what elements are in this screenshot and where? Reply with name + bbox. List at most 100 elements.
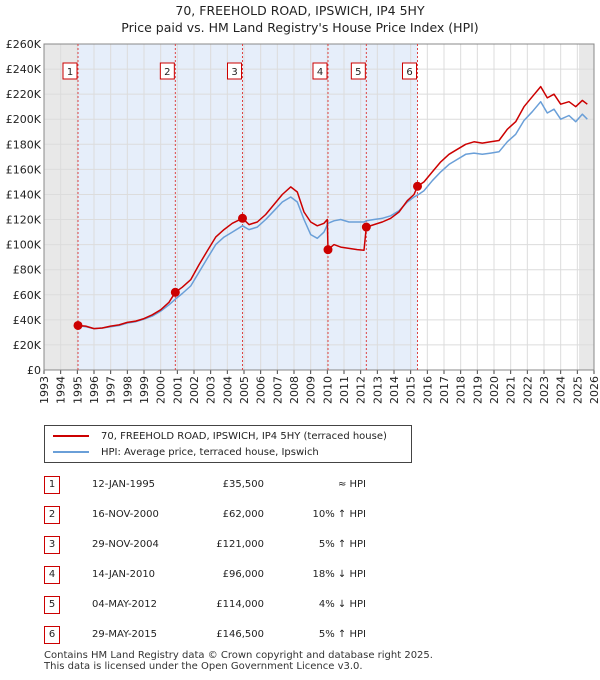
- x-tick-label: 1997: [105, 376, 118, 404]
- x-tick-label: 2008: [288, 376, 301, 404]
- sale-hpi-comparison: ≈ HPI: [337, 479, 366, 490]
- sale-number-box: [227, 62, 242, 80]
- y-tick-label: £260K: [6, 38, 42, 51]
- sale-price: £114,000: [216, 599, 264, 610]
- sale-price: £121,000: [216, 539, 264, 550]
- hatched-region: [579, 44, 594, 370]
- x-tick-label: 1996: [88, 376, 101, 404]
- sale-number-badge: 5: [44, 596, 60, 614]
- y-tick-label: £120K: [6, 214, 42, 227]
- legend-item-property: 70, FREEHOLD ROAD, IPSWICH, IP4 5HY (ter…: [53, 429, 387, 443]
- y-tick-label: £160K: [6, 163, 42, 176]
- legend-label-hpi: HPI: Average price, terraced house, Ipsw…: [101, 446, 319, 458]
- x-tick-label: 2021: [505, 376, 518, 404]
- x-tick-label: 2012: [355, 376, 368, 404]
- sale-date: 14-JAN-2010: [92, 569, 156, 580]
- sale-date: 04-MAY-2012: [92, 599, 158, 610]
- y-tick-label: £220K: [6, 88, 42, 101]
- sale-number-badge: 3: [44, 536, 60, 554]
- x-tick-label: 2001: [171, 376, 184, 404]
- x-tick-label: 2006: [255, 376, 268, 404]
- sale-date: 29-MAY-2015: [92, 629, 158, 640]
- plot-frame: [43, 43, 595, 371]
- sale-number-label: 1: [67, 67, 73, 78]
- x-tick-label: 2005: [238, 376, 251, 404]
- y-tick-label: £240K: [6, 63, 42, 76]
- x-tick-label: 1993: [38, 376, 51, 404]
- sale-point: [323, 245, 333, 255]
- sale-number-box: [62, 62, 78, 80]
- sale-number-badge: 4: [44, 566, 60, 584]
- x-tick-label: 1995: [71, 376, 84, 404]
- chart-title: 70, FREEHOLD ROAD, IPSWICH, IP4 5HY: [175, 3, 425, 18]
- sale-point: [73, 320, 83, 330]
- sale-number-box: [350, 62, 366, 80]
- chart-legend: 70, FREEHOLD ROAD, IPSWICH, IP4 5HY (ter…: [44, 425, 412, 463]
- x-tick-label: 2013: [371, 376, 384, 404]
- sale-point: [361, 222, 371, 232]
- x-tick-label: 2025: [571, 376, 584, 404]
- y-tick-label: £140K: [6, 188, 42, 201]
- sale-number-badge: 1: [44, 476, 60, 494]
- y-tick-label: £20K: [13, 339, 42, 352]
- x-tick-label: 2003: [205, 376, 218, 404]
- sale-price: £96,000: [222, 569, 264, 580]
- sale-number-box: [402, 62, 417, 80]
- x-tick-label: 2019: [471, 376, 484, 404]
- footer-attribution: Contains HM Land Registry data © Crown c…: [44, 650, 564, 672]
- x-tick-label: 1998: [121, 376, 134, 404]
- series-line-hpi: [77, 100, 588, 330]
- sale-date: 16-NOV-2000: [92, 509, 159, 520]
- x-tick-label: 2017: [438, 376, 451, 404]
- x-tick-label: 2009: [305, 376, 318, 404]
- sale-price: £62,000: [222, 509, 264, 520]
- x-tick-label: 2007: [271, 376, 284, 404]
- legend-swatch-property: [53, 435, 89, 437]
- sale-price: £146,500: [216, 629, 264, 640]
- x-tick-label: 2026: [588, 376, 600, 404]
- sale-date: 12-JAN-1995: [92, 479, 156, 490]
- footer-line-licence: This data is licensed under the Open Gov…: [44, 661, 363, 672]
- sale-number-label: 5: [355, 67, 361, 78]
- y-tick-label: £60K: [13, 289, 42, 302]
- x-tick-label: 2016: [421, 376, 434, 404]
- sale-number-box: [159, 62, 175, 80]
- sale-number-badge: 6: [44, 626, 60, 644]
- sale-hpi-comparison: 18% ↓ HPI: [312, 569, 366, 580]
- y-tick-label: £200K: [6, 113, 42, 126]
- sale-hpi-comparison: 5% ↑ HPI: [318, 539, 366, 550]
- sale-date: 29-NOV-2004: [92, 539, 159, 550]
- x-tick-label: 2022: [521, 376, 534, 404]
- sale-hpi-comparison: 5% ↑ HPI: [318, 629, 366, 640]
- series-line-property: [77, 85, 588, 330]
- table-row: 1 12-JAN-1995 £35,500 ≈ HPI: [44, 476, 384, 494]
- x-tick-label: 1994: [55, 376, 68, 404]
- x-tick-label: 2018: [455, 376, 468, 404]
- y-tick-label: £80K: [13, 264, 42, 277]
- legend-swatch-hpi: [53, 451, 89, 453]
- table-row: 2 16-NOV-2000 £62,000 10% ↑ HPI: [44, 506, 384, 524]
- legend-label-property: 70, FREEHOLD ROAD, IPSWICH, IP4 5HY (ter…: [101, 430, 387, 442]
- price-chart: £0 £20K £40K £60K £80K £100K £120K £140K £160K £1…: [6, 38, 600, 404]
- chart-subtitle: Price paid vs. HM Land Registry's House …: [121, 20, 479, 35]
- sale-point: [238, 213, 247, 223]
- sale-point: [170, 287, 180, 297]
- x-tick-label: 2023: [538, 376, 551, 404]
- table-row: 5 04-MAY-2012 £114,000 4% ↓ HPI: [44, 596, 384, 614]
- sale-hpi-comparison: 10% ↑ HPI: [312, 509, 366, 520]
- x-tick-label: 2014: [388, 376, 401, 404]
- x-tick-label: 2000: [155, 376, 168, 404]
- sale-number-label: 4: [317, 67, 323, 78]
- y-tick-label: £180K: [6, 138, 42, 151]
- x-tick-label: 2010: [321, 376, 334, 404]
- y-tick-label: £100K: [6, 239, 42, 252]
- legend-item-hpi: HPI: Average price, terraced house, Ipsw…: [53, 445, 319, 459]
- table-row: 3 29-NOV-2004 £121,000 5% ↑ HPI: [44, 536, 384, 554]
- sale-hpi-comparison: 4% ↓ HPI: [318, 599, 366, 610]
- sale-number-badge: 2: [44, 506, 60, 524]
- sale-number-label: 2: [164, 67, 170, 78]
- sale-number-label: 6: [406, 67, 412, 78]
- x-tick-label: 2011: [338, 376, 351, 404]
- x-tick-label: 2015: [405, 376, 418, 404]
- table-row: 4 14-JAN-2010 £96,000 18% ↓ HPI: [44, 566, 384, 584]
